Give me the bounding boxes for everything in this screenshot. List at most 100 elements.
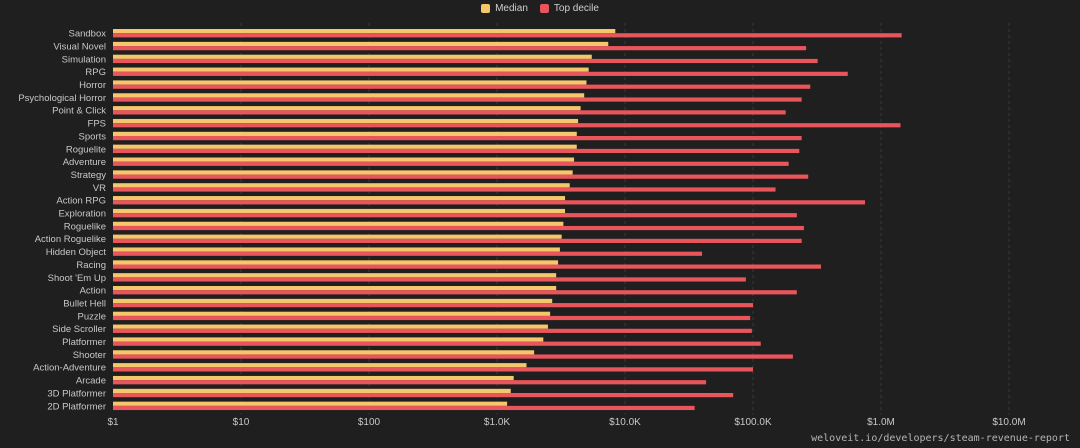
bar-top-decile[interactable] bbox=[113, 264, 822, 269]
bar-top-decile[interactable] bbox=[113, 225, 804, 231]
bar-top-decile[interactable] bbox=[113, 187, 776, 192]
bar-top-decile[interactable] bbox=[113, 251, 703, 256]
bar-top-decile[interactable] bbox=[113, 161, 789, 166]
bar-top-decile[interactable] bbox=[113, 380, 707, 385]
bar-top-decile[interactable] bbox=[113, 84, 811, 89]
category-label: Shooter bbox=[73, 350, 106, 361]
bar-median[interactable] bbox=[113, 221, 564, 226]
bar-top-decile[interactable] bbox=[113, 123, 901, 128]
bar-median[interactable] bbox=[113, 273, 557, 278]
bar-top-decile[interactable] bbox=[113, 328, 752, 333]
bar-median[interactable] bbox=[113, 311, 551, 316]
bar-median[interactable] bbox=[113, 350, 535, 355]
bar-top-decile[interactable] bbox=[113, 354, 793, 359]
bar-median[interactable] bbox=[113, 260, 559, 265]
bar-median[interactable] bbox=[113, 388, 511, 393]
bar-top-decile[interactable] bbox=[113, 200, 866, 205]
bar-median[interactable] bbox=[113, 67, 589, 72]
category-label: Puzzle bbox=[77, 311, 106, 322]
bars-layer bbox=[113, 29, 902, 411]
category-label: Point & Click bbox=[52, 106, 106, 117]
bar-median[interactable] bbox=[113, 29, 616, 34]
bar-median[interactable] bbox=[113, 234, 562, 239]
bar-median[interactable] bbox=[113, 106, 581, 111]
bar-median[interactable] bbox=[113, 157, 575, 162]
bar-top-decile[interactable] bbox=[113, 97, 802, 102]
bar-top-decile[interactable] bbox=[113, 367, 753, 372]
x-tick-label: $100 bbox=[358, 417, 381, 428]
category-label: Sandbox bbox=[68, 29, 106, 40]
legend-swatch-median bbox=[481, 4, 491, 13]
legend-label-median: Median bbox=[495, 3, 528, 14]
category-label: RPG bbox=[85, 67, 106, 78]
category-label: Exploration bbox=[58, 209, 106, 220]
category-label: Racing bbox=[76, 260, 106, 271]
legend-swatch-top-decile bbox=[539, 4, 549, 13]
bar-top-decile[interactable] bbox=[113, 136, 802, 141]
bar-median[interactable] bbox=[113, 93, 585, 98]
legend-item-top-decile[interactable]: Top decile bbox=[539, 3, 599, 14]
category-label: Arcade bbox=[76, 376, 106, 387]
bar-median[interactable] bbox=[113, 170, 573, 175]
category-label: Side Scroller bbox=[52, 324, 106, 335]
bar-top-decile[interactable] bbox=[113, 290, 797, 295]
bar-top-decile[interactable] bbox=[113, 110, 786, 115]
bar-top-decile[interactable] bbox=[113, 58, 818, 64]
category-label: Strategy bbox=[71, 170, 107, 181]
bar-top-decile[interactable] bbox=[113, 315, 751, 321]
x-tick-label: $10.0K bbox=[609, 417, 641, 428]
bar-median[interactable] bbox=[113, 131, 577, 136]
bar-median[interactable] bbox=[113, 337, 544, 342]
x-axis-ticks: $1 $10 $100 $1.0K $10.0K $100.0K $1.0M $10.0M bbox=[107, 417, 1025, 428]
category-label: FPS bbox=[88, 119, 106, 130]
bar-top-decile[interactable] bbox=[113, 341, 761, 346]
category-label: Horror bbox=[79, 80, 106, 91]
legend-item-median[interactable]: Median bbox=[481, 3, 528, 14]
bar-median[interactable] bbox=[113, 118, 579, 124]
bar-median[interactable] bbox=[113, 324, 548, 329]
bar-top-decile[interactable] bbox=[113, 405, 695, 411]
x-tick-label: $1 bbox=[107, 417, 119, 428]
bar-median[interactable] bbox=[113, 183, 570, 188]
bar-median[interactable] bbox=[113, 208, 566, 214]
bar-median[interactable] bbox=[113, 363, 527, 368]
bar-top-decile[interactable] bbox=[113, 303, 753, 308]
category-label: Adventure bbox=[63, 157, 106, 168]
category-label: Visual Novel bbox=[53, 41, 106, 52]
category-label: Action bbox=[80, 286, 106, 297]
bar-top-decile[interactable] bbox=[113, 393, 734, 398]
source-caption: weloveit.io/developers/steam-revenue-rep… bbox=[811, 433, 1070, 444]
category-label: VR bbox=[93, 183, 106, 194]
bar-top-decile[interactable] bbox=[113, 71, 848, 76]
grid-layer bbox=[240, 23, 1010, 415]
category-label: 3D Platformer bbox=[47, 388, 106, 399]
category-label: Platformer bbox=[62, 337, 106, 348]
bar-median[interactable] bbox=[113, 247, 560, 252]
category-label: Action RPG bbox=[56, 196, 106, 207]
bar-median[interactable] bbox=[113, 41, 609, 47]
x-tick-label: $10 bbox=[233, 417, 250, 428]
bar-median[interactable] bbox=[113, 144, 577, 149]
bar-top-decile[interactable] bbox=[113, 213, 797, 218]
bar-median[interactable] bbox=[113, 80, 587, 85]
category-label: Roguelike bbox=[64, 221, 106, 232]
bar-median[interactable] bbox=[113, 196, 566, 201]
category-label: Sports bbox=[79, 131, 107, 142]
bar-median[interactable] bbox=[113, 54, 592, 59]
bar-median[interactable] bbox=[113, 298, 553, 304]
bar-top-decile[interactable] bbox=[113, 33, 902, 38]
bar-median[interactable] bbox=[113, 401, 508, 406]
x-tick-label: $1.0M bbox=[867, 417, 895, 428]
bar-top-decile[interactable] bbox=[113, 148, 800, 154]
bar-top-decile[interactable] bbox=[113, 238, 802, 243]
category-label: Shoot 'Em Up bbox=[48, 273, 106, 284]
bar-top-decile[interactable] bbox=[113, 174, 809, 179]
bar-top-decile[interactable] bbox=[113, 277, 746, 282]
bar-median[interactable] bbox=[113, 375, 514, 381]
bar-median[interactable] bbox=[113, 286, 557, 291]
x-tick-label: $10.0M bbox=[992, 417, 1025, 428]
bar-top-decile[interactable] bbox=[113, 46, 807, 51]
category-label: Action-Adventure bbox=[33, 363, 106, 374]
